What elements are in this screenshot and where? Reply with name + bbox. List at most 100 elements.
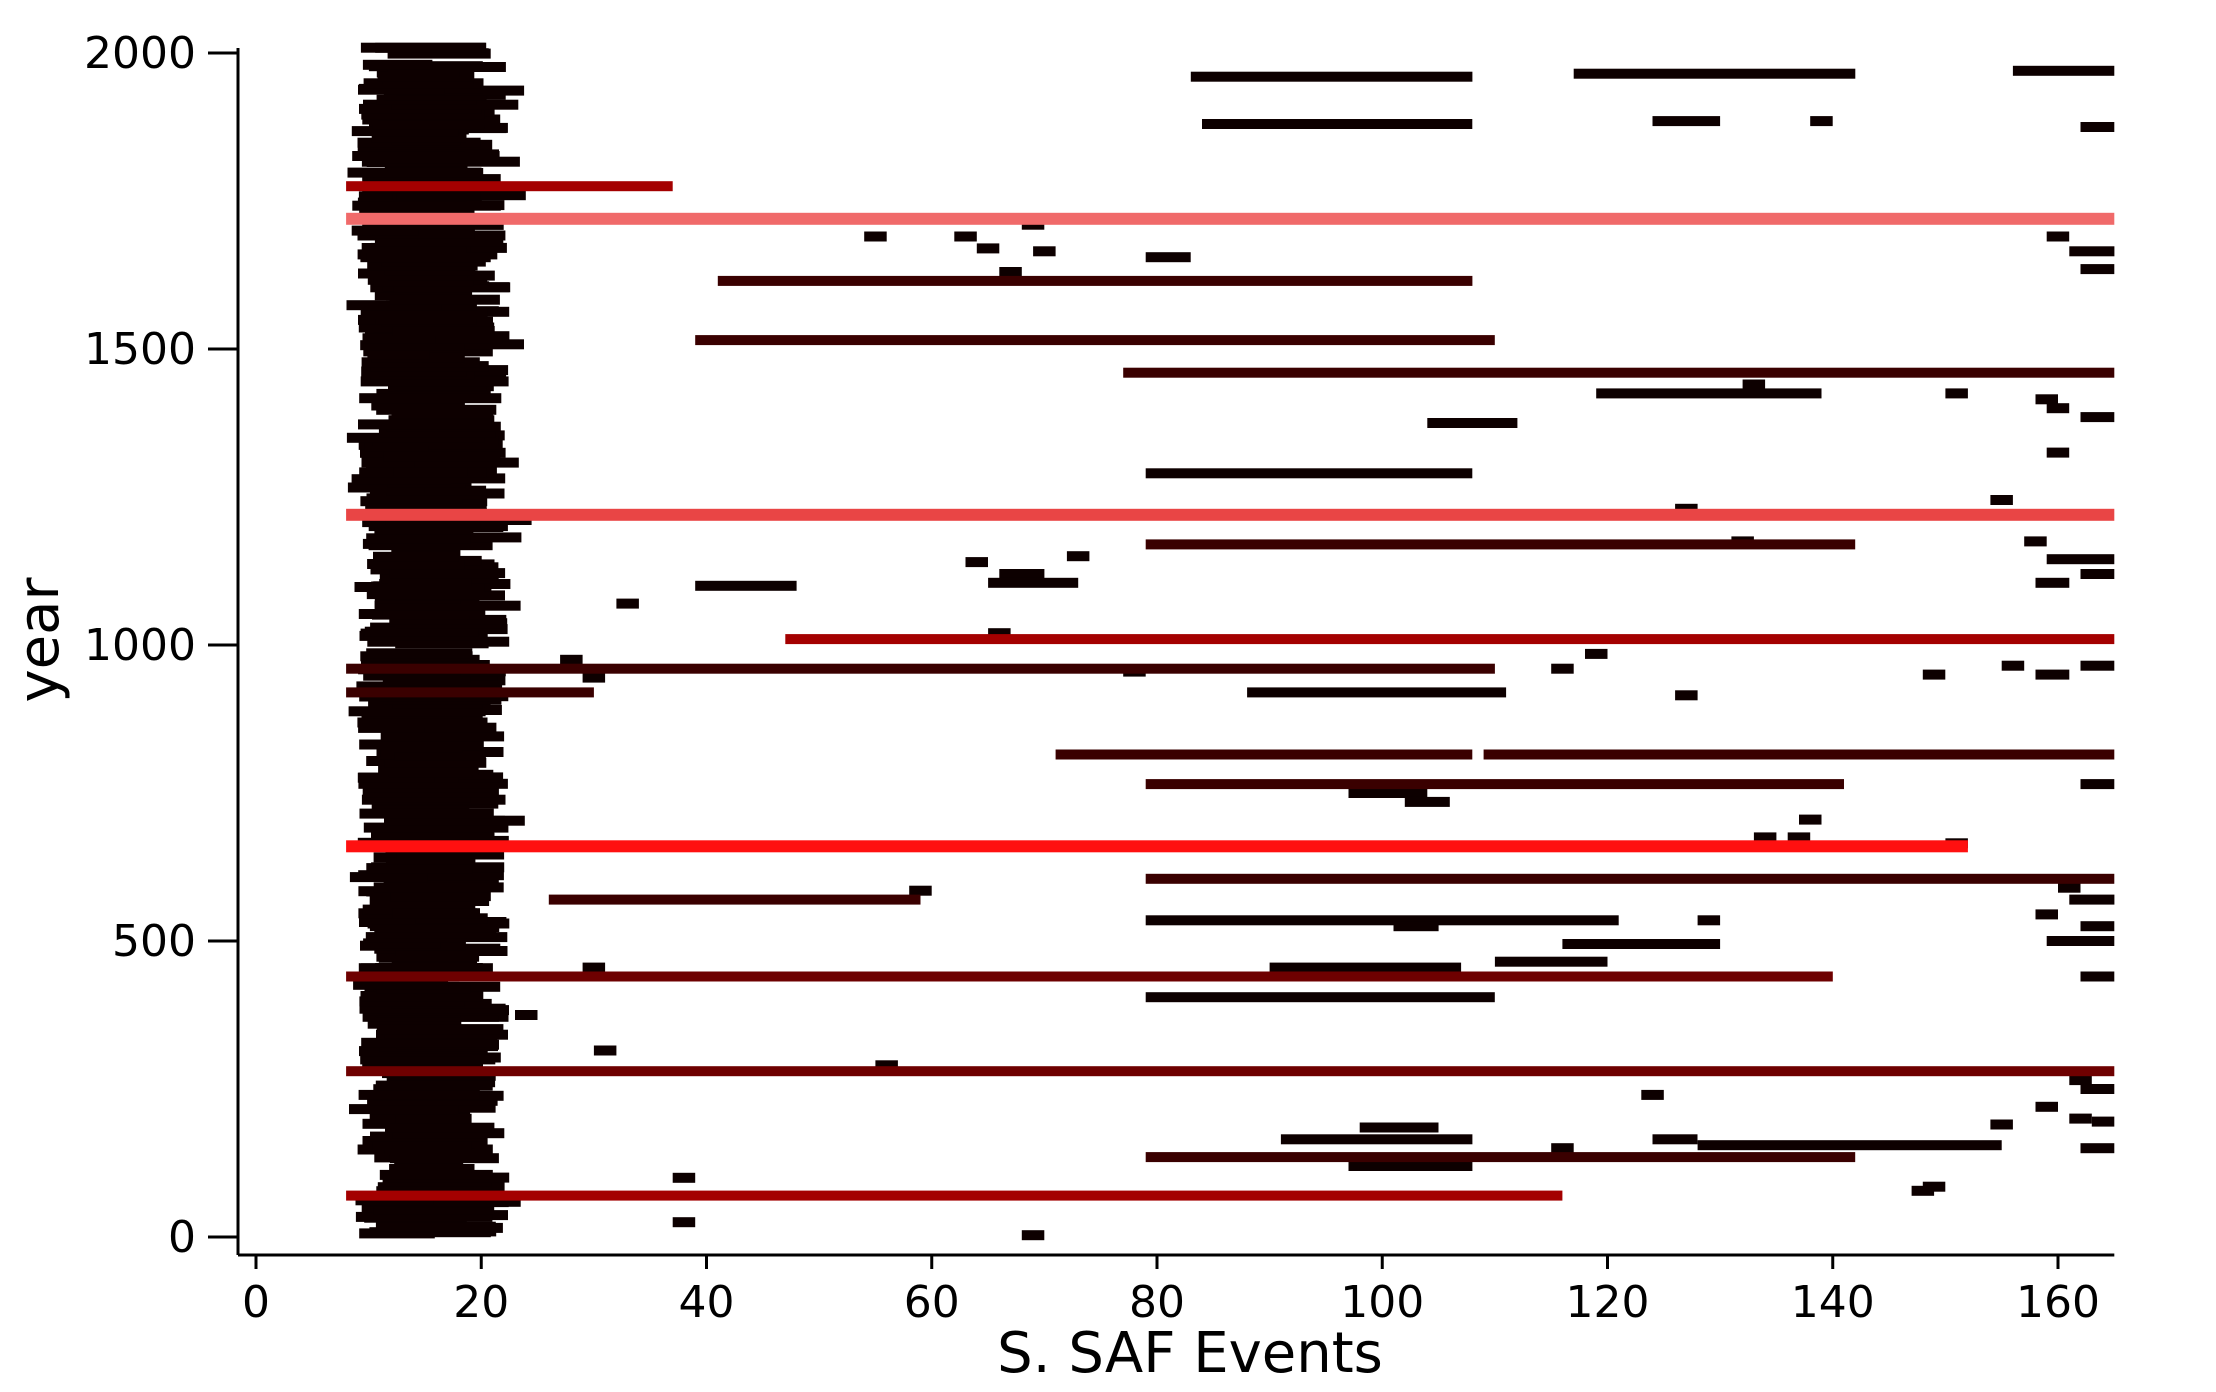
y-axis-title: year bbox=[7, 577, 72, 703]
event-bar bbox=[1652, 116, 1721, 127]
event-bar bbox=[672, 1172, 696, 1183]
event-bar bbox=[359, 1228, 435, 1239]
y-tick-label: 0 bbox=[168, 1212, 196, 1263]
event-bar bbox=[382, 606, 486, 616]
event-bar bbox=[616, 598, 639, 609]
highlighted-event-bar bbox=[717, 275, 1473, 286]
event-bar bbox=[1551, 1143, 1574, 1154]
event-bar bbox=[2080, 122, 2115, 132]
event-bar bbox=[361, 991, 484, 1002]
x-tick-label: 120 bbox=[1566, 1277, 1650, 1328]
event-bar bbox=[1202, 119, 1473, 129]
event-bar bbox=[379, 1169, 493, 1180]
event-bar bbox=[362, 219, 504, 230]
event-bar bbox=[356, 681, 441, 692]
event-bar bbox=[2024, 536, 2047, 547]
event-bar bbox=[2091, 1116, 2115, 1127]
event-bar bbox=[372, 1140, 472, 1150]
plot-marks bbox=[346, 42, 2115, 1241]
y-tick-label: 1000 bbox=[84, 620, 196, 671]
highlighted-event-bar bbox=[1145, 1152, 1856, 1163]
highlighted-event-bar bbox=[346, 508, 2115, 521]
event-bar bbox=[373, 551, 459, 562]
event-bar bbox=[347, 167, 482, 178]
event-bar bbox=[352, 151, 500, 161]
highlighted-event-bar bbox=[346, 687, 594, 698]
event-bar bbox=[373, 1204, 495, 1215]
event-bar bbox=[349, 1104, 459, 1115]
x-ticks: 0 20 40 60 80 100 120 140 160 bbox=[242, 1255, 2100, 1328]
event-bar bbox=[2046, 936, 2115, 946]
highlighted-event-bar bbox=[346, 663, 1495, 674]
event-bar bbox=[376, 1024, 504, 1035]
event-bar bbox=[999, 267, 1022, 277]
highlighted-event-bar bbox=[1123, 367, 2115, 378]
event-bar bbox=[358, 778, 508, 789]
event-bar bbox=[395, 1113, 472, 1124]
event-bar bbox=[395, 946, 508, 956]
event-bar bbox=[360, 1054, 496, 1065]
event-bar bbox=[366, 252, 468, 262]
event-bar bbox=[2046, 554, 2115, 565]
y-tick-label: 1500 bbox=[84, 324, 196, 375]
event-bar bbox=[367, 175, 484, 186]
event-bar bbox=[1990, 1119, 2013, 1130]
event-bar bbox=[1641, 1089, 1664, 1100]
event-bar bbox=[2080, 264, 2115, 275]
highlighted-event-bar bbox=[1483, 749, 2115, 760]
event-bar bbox=[1145, 992, 1495, 1003]
event-bar bbox=[1551, 663, 1574, 674]
event-bar bbox=[2058, 882, 2081, 893]
event-bar bbox=[359, 739, 484, 750]
event-bar bbox=[909, 885, 932, 896]
event-bar bbox=[383, 451, 501, 462]
event-bar bbox=[2080, 660, 2115, 671]
event-bar bbox=[1145, 252, 1191, 263]
event-bar bbox=[1573, 68, 1856, 79]
event-bar bbox=[392, 326, 495, 336]
event-bar bbox=[1494, 956, 1608, 967]
event-bar bbox=[366, 533, 471, 544]
y-tick-label: 2000 bbox=[84, 28, 196, 79]
event-bar bbox=[361, 243, 467, 253]
event-bar bbox=[368, 540, 493, 551]
event-bar bbox=[351, 225, 419, 236]
event-bar bbox=[384, 333, 503, 344]
event-bar bbox=[1675, 690, 1698, 701]
event-bar bbox=[380, 731, 460, 742]
highlighted-event-bar bbox=[785, 634, 2115, 645]
event-bar bbox=[2080, 412, 2115, 423]
event-bar bbox=[371, 132, 467, 143]
highlighted-event-bar bbox=[1145, 873, 2115, 884]
event-bar bbox=[383, 722, 497, 733]
event-bar bbox=[1348, 788, 1428, 798]
event-bar bbox=[695, 580, 797, 591]
event-bar bbox=[388, 815, 525, 826]
event-bar bbox=[515, 1010, 538, 1020]
highlighted-event-bar bbox=[1145, 539, 1856, 550]
event-bar bbox=[389, 614, 507, 625]
event-bar bbox=[366, 863, 473, 874]
event-bar bbox=[1033, 246, 1056, 257]
event-bar bbox=[352, 200, 501, 211]
event-bar bbox=[364, 626, 479, 637]
event-bar bbox=[2080, 1084, 2115, 1094]
x-tick-label: 140 bbox=[1791, 1277, 1875, 1328]
highlighted-event-bar bbox=[346, 971, 1833, 982]
highlighted-event-bar bbox=[346, 212, 2115, 225]
event-bar bbox=[354, 582, 485, 592]
event-bar bbox=[1911, 1185, 1935, 1196]
highlighted-event-bar bbox=[1055, 749, 1473, 760]
event-bar bbox=[1348, 1161, 1473, 1171]
event-bar bbox=[2080, 971, 2115, 982]
event-bar bbox=[357, 717, 488, 728]
event-bar bbox=[392, 1128, 505, 1139]
event-bar bbox=[364, 441, 429, 452]
event-bar bbox=[358, 722, 425, 733]
event-bar bbox=[2046, 403, 2070, 414]
event-bar bbox=[366, 457, 415, 468]
event-bar bbox=[355, 1211, 493, 1222]
event-bar bbox=[1404, 796, 1450, 807]
event-bar bbox=[371, 400, 465, 411]
x-tick-label: 100 bbox=[1340, 1277, 1424, 1328]
